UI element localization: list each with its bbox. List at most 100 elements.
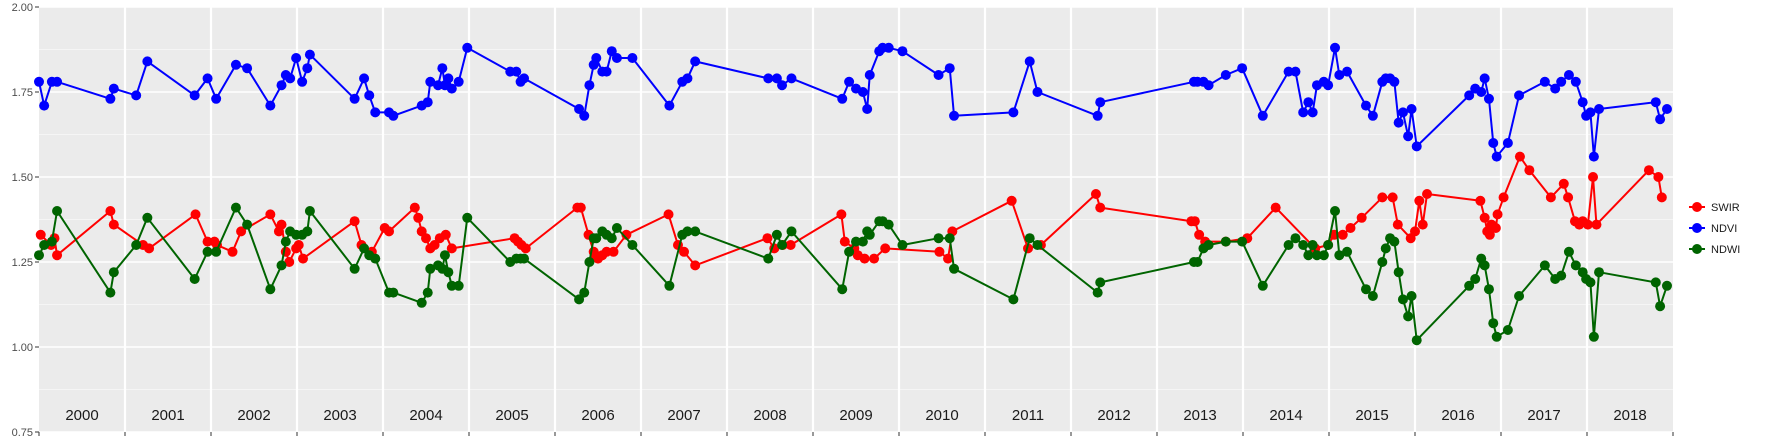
data-point-swir [144,243,155,254]
data-point-ndvi [443,73,454,84]
data-point-swir [293,240,304,250]
data-point-ndvi [291,53,302,63]
data-point-ndwi [105,287,116,298]
data-point-swir [575,202,586,213]
data-point-ndvi [1257,110,1268,121]
data-point-ndvi [52,76,63,87]
data-point-ndvi [446,83,457,94]
data-point-ndwi [1585,277,1596,288]
data-point-ndwi [1237,236,1248,247]
data-point-swir [859,253,870,264]
data-point-ndvi [1479,73,1490,84]
data-point-ndwi [370,253,381,264]
data-point-ndwi [933,233,944,244]
data-point-ndwi [1203,240,1214,250]
series-layer [34,42,1672,346]
data-point-swir [440,229,451,240]
data-point-swir [1095,202,1106,213]
data-point-ndvi [211,93,222,104]
data-point-ndwi [1032,240,1043,250]
data-point-ndwi [1570,260,1581,271]
data-point-ndwi [897,240,908,250]
data-point-swir [284,257,295,267]
data-point-swir [1591,219,1602,230]
data-point-swir [1392,219,1403,230]
data-point-ndvi [422,97,433,108]
data-point-ndvi [1092,110,1103,121]
data-point-ndwi [1556,270,1567,281]
data-point-ndwi [1389,236,1400,247]
data-point-swir [1582,219,1593,230]
data-point-ndwi [443,267,454,278]
data-point-ndvi [105,93,116,104]
data-point-swir [520,243,531,254]
year-label: 2018 [1613,407,1646,424]
data-point-ndwi [763,253,774,264]
data-point-swir [280,246,291,257]
data-point-ndwi [34,250,44,261]
data-point-swir [349,216,360,227]
data-point-ndvi [425,76,436,87]
data-point-ndwi [1588,331,1599,342]
data-point-swir [1414,195,1425,206]
data-point-ndvi [39,100,50,111]
data-point-swir [880,243,891,254]
data-point-ndvi [230,59,241,70]
data-point-ndwi [1488,318,1499,329]
data-point-swir [1356,212,1367,223]
data-point-ndvi [584,80,595,91]
data-point-ndwi [276,260,287,271]
year-label: 2008 [753,407,786,424]
data-point-ndvi [453,76,464,87]
data-point-ndvi [297,76,308,87]
data-point-ndvi [777,80,788,91]
data-point-swir [276,219,287,230]
data-point-ndwi [777,240,788,250]
data-point-swir [1006,195,1017,206]
data-point-ndvi [1334,70,1345,80]
data-point-ndwi [1380,243,1391,254]
year-label: 2014 [1269,407,1302,424]
data-point-ndwi [1360,284,1371,295]
data-point-ndwi [1092,287,1103,298]
data-point-ndwi [771,229,782,240]
data-point-ndvi [1476,87,1487,97]
data-point-swir [105,206,116,216]
data-point-ndwi [883,219,894,230]
data-point-ndwi [944,233,955,244]
data-point-swir [1588,172,1599,182]
data-point-swir [1484,229,1495,240]
data-point-ndvi [1389,76,1400,87]
legend-key-point [1692,223,1702,233]
data-point-ndwi [949,263,960,274]
data-point-ndwi [1661,280,1672,291]
y-axis: 0.75 1.00 1.25 1.50 1.75 2.00 [12,2,39,439]
data-point-swir [384,226,395,237]
data-point-ndvi [1397,107,1408,118]
data-point-swir [1270,202,1281,213]
data-point-ndwi [844,246,855,257]
data-point-swir [1492,209,1503,220]
data-point-swir [1475,195,1486,206]
data-point-ndvi [142,56,153,67]
data-point-ndvi [1403,131,1414,142]
data-point-swir [1656,192,1667,203]
data-point-ndwi [1323,240,1334,250]
data-point-ndwi [1311,250,1322,261]
data-point-ndvi [1550,83,1561,94]
data-point-ndvi [1330,42,1341,53]
data-point-ndvi [1360,100,1371,111]
data-point-ndvi [364,90,375,101]
data-point-ndvi [1406,104,1417,114]
year-label: 2016 [1441,407,1474,424]
data-point-swir [1422,189,1433,199]
data-point-ndwi [851,236,861,247]
data-point-ndwi [1192,257,1203,267]
data-point-ndwi [627,240,638,250]
data-point-ndwi [1298,240,1309,250]
data-point-swir [429,240,440,250]
year-label: 2001 [151,407,184,424]
data-point-ndvi [862,104,873,114]
data-point-ndwi [857,236,868,247]
